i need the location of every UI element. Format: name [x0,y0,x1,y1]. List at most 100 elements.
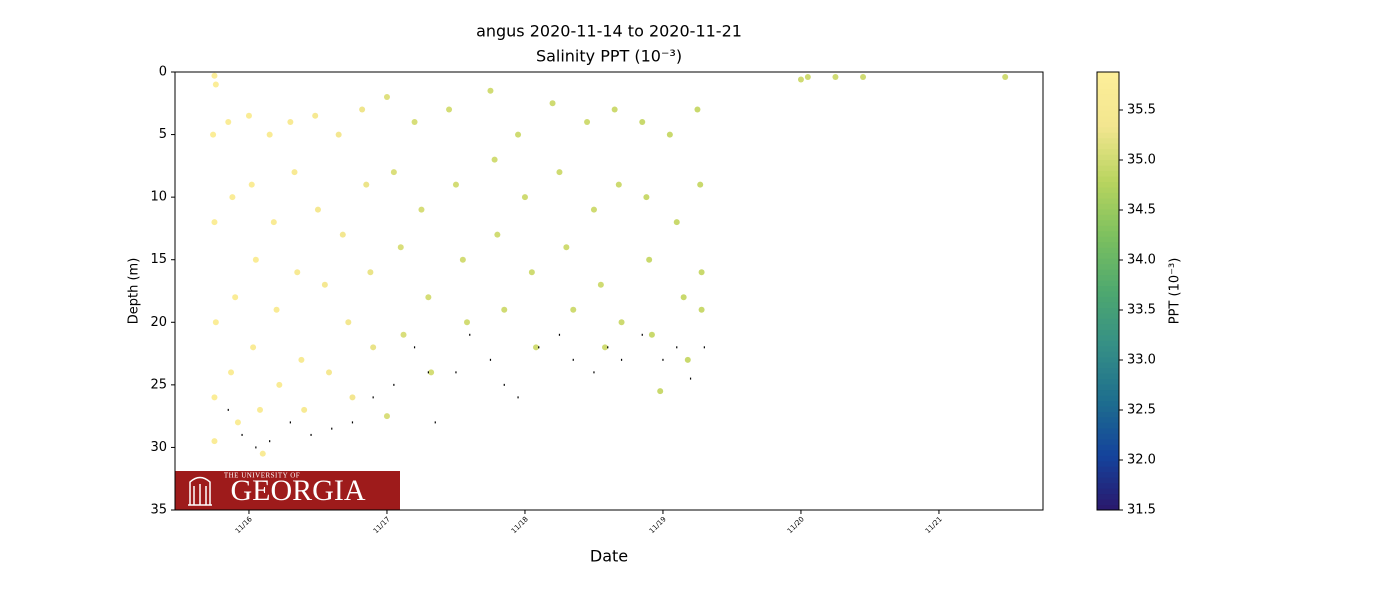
colorbar-segment [1097,154,1119,161]
colorbar-tick-label: 35.0 [1127,153,1156,168]
data-point [287,119,294,126]
data-point [549,100,556,107]
bottom-point [558,333,561,336]
x-tick-label: 11/19 [648,515,668,535]
data-point [646,256,653,263]
colorbar-segment [1097,247,1119,254]
colorbar-segment [1097,416,1119,423]
data-point [611,106,618,113]
data-point [248,181,255,188]
data-point [321,281,328,288]
data-point [1002,74,1009,81]
data-point [684,356,691,363]
data-point [339,231,346,238]
colorbar-segment [1097,285,1119,292]
y-tick-label: 5 [159,127,167,142]
bottom-point [689,377,692,380]
bottom-point [310,433,312,436]
data-point [464,319,471,326]
colorbar-segment [1097,72,1119,78]
data-point [501,306,508,313]
data-point [643,194,650,201]
data-point [228,369,235,376]
data-point [232,294,239,301]
data-point [383,413,390,420]
data-point [259,450,266,457]
y-tick-label: 15 [150,252,167,267]
data-point [590,206,597,213]
colorbar-segment [1097,323,1119,330]
colorbar-segment [1097,405,1119,412]
colorbar-segment [1097,219,1119,226]
data-point [266,131,273,138]
data-point [556,169,563,176]
data-point [521,194,528,201]
bottom-point [517,396,519,399]
data-point [528,269,535,276]
data-point [494,231,501,238]
data-point [697,181,704,188]
data-point [601,344,608,351]
colorbar-segment [1097,263,1119,270]
data-point [250,344,257,351]
colorbar-segment [1097,460,1119,467]
colorbar-segment [1097,225,1119,232]
bottom-point [372,396,374,399]
colorbar-segment [1097,192,1119,199]
data-point [257,406,264,413]
colorbar-segment [1097,351,1119,358]
bottom-point [269,440,271,443]
bottom-point [455,371,457,374]
plot-area [175,72,1043,510]
plot-frame [174,71,1044,511]
colorbar-segment [1097,449,1119,456]
colorbar-segment [1097,482,1119,489]
data-point [425,294,432,301]
data-point [212,81,219,88]
bottom-point [538,346,540,349]
data-point [370,344,377,351]
y-tick-label: 30 [150,440,167,455]
bottom-point [620,358,623,361]
colorbar-segment [1097,384,1119,391]
colorbar-segment [1097,241,1119,248]
colorbar-segment [1097,373,1119,380]
bottom-point [255,446,257,449]
bottom-point [703,346,705,349]
colorbar-segment [1097,296,1119,303]
bottom-point [593,371,595,374]
colorbar-segment [1097,301,1119,308]
colorbar-segment [1097,329,1119,336]
colorbar-segment [1097,477,1119,484]
data-point [294,269,301,276]
bottom-point [331,427,333,430]
colorbar-segment [1097,126,1119,133]
colorbar-segment [1097,493,1119,500]
data-point [459,256,466,263]
bottom-point [351,421,354,424]
colorbar-segment [1097,176,1119,182]
colorbar-tick-label: 33.5 [1127,303,1156,318]
data-point [211,394,218,401]
bottom-point [434,421,436,424]
chart-subtitle: Salinity PPT (10⁻³) [536,47,682,66]
colorbar-segment [1097,504,1119,511]
colorbar-segment [1097,389,1119,396]
colorbar-segment [1097,318,1119,325]
data-point [211,438,218,445]
colorbar-segment [1097,455,1119,462]
colorbar-segment [1097,186,1119,193]
data-point [301,406,308,413]
colorbar-segment [1097,345,1119,352]
colorbar-segment [1097,99,1119,106]
colorbar-segment [1097,143,1119,150]
data-point [211,219,218,226]
data-point [804,74,811,81]
colorbar-segment [1097,422,1119,429]
data-point [276,381,283,388]
data-point [428,369,435,376]
colorbar-segment [1097,488,1119,495]
data-point [698,306,705,313]
colorbar-segment [1097,471,1119,478]
bottom-point [289,421,291,424]
